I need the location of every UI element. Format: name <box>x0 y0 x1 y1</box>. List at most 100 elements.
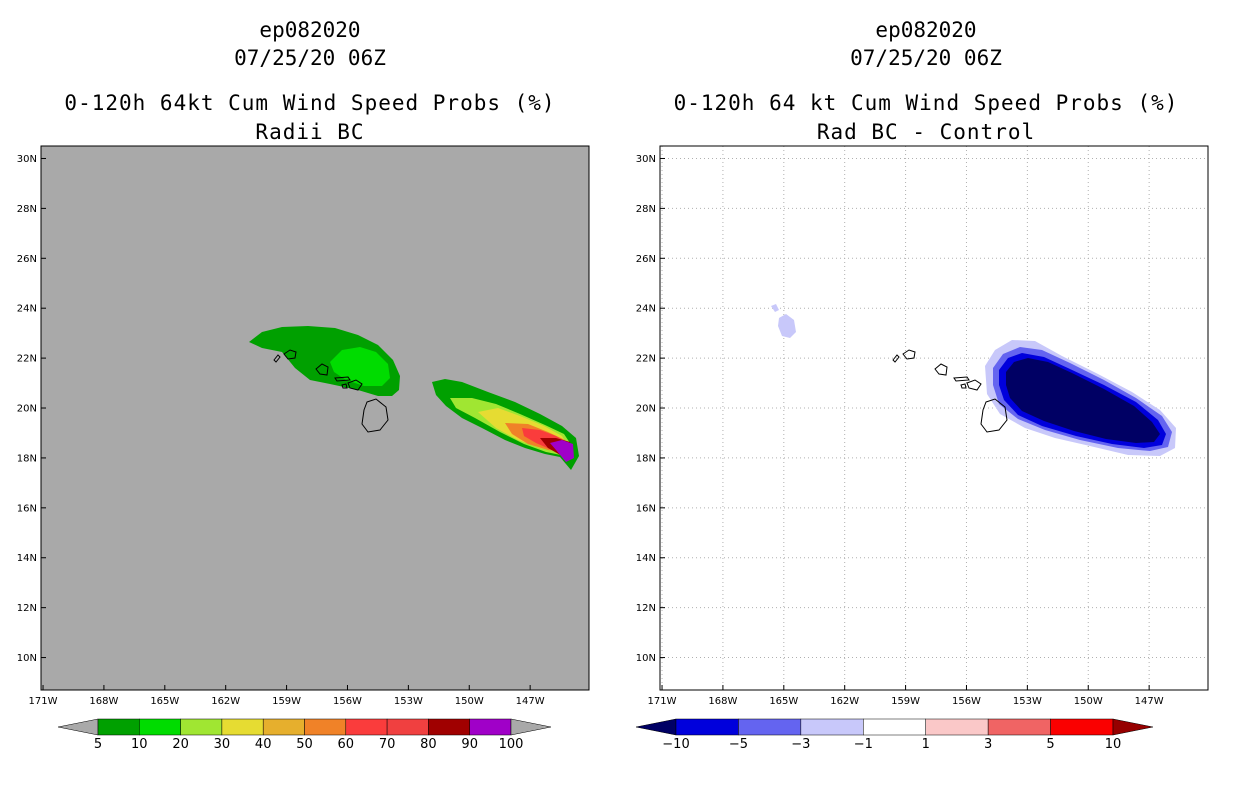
right-island-oahu <box>934 363 948 376</box>
left-island-oahu <box>315 363 329 376</box>
x-tick-label: 150W <box>1074 696 1103 707</box>
right-contour-small-patch <box>778 314 796 338</box>
right-colorbar-below-arrow <box>635 718 677 736</box>
right-colorbar-swatch <box>1050 718 1114 736</box>
y-tick-label: 26N <box>17 254 37 265</box>
left-colorbar-label: 70 <box>379 737 396 752</box>
left-chart-subtitle: Radii BC <box>255 120 365 144</box>
right-island-hawaii <box>980 398 1008 433</box>
left-probability-contours <box>249 326 579 470</box>
left-island-molokai <box>334 376 351 382</box>
right-colorbar-label: −5 <box>729 737 748 752</box>
left-contour-10-20-west <box>330 347 390 386</box>
right-plot-frame <box>659 145 1209 691</box>
right-axes: 171W 168W 165W 162W 159W 156W 153W 150W 147W 30N 2… <box>636 154 1164 707</box>
y-tick-label: 12N <box>636 603 656 614</box>
left-colorbar-swatch <box>304 718 347 736</box>
left-island-niihau <box>273 354 281 363</box>
left-chart-title: 0-120h 64kt Cum Wind Speed Probs (%) <box>64 91 556 115</box>
right-colorbar-swatch <box>925 718 989 736</box>
left-colorbar-label: 80 <box>420 737 437 752</box>
left-colorbar-label: 40 <box>255 737 272 752</box>
x-tick-label: 168W <box>89 696 118 707</box>
y-tick-label: 10N <box>636 653 656 664</box>
left-plot-frame <box>40 145 590 691</box>
y-tick-label: 12N <box>17 603 37 614</box>
right-plot: 171W 168W 165W 162W 159W 156W 153W 150W 147W 30N 2… <box>636 145 1209 707</box>
right-storm-id: ep082020 <box>875 18 977 42</box>
y-tick-label: 14N <box>636 553 656 564</box>
right-colorbar-swatch <box>675 718 739 736</box>
left-storm-id: ep082020 <box>259 18 361 42</box>
left-hawaiian-islands <box>273 349 389 433</box>
y-tick-label: 28N <box>636 204 656 215</box>
right-colorbar-above-arrow <box>1112 718 1154 736</box>
x-tick-label: 153W <box>394 696 423 707</box>
right-colorbar-swatch <box>800 718 864 736</box>
right-colorbar-label: −3 <box>791 737 810 752</box>
left-colorbar-label: 30 <box>214 737 231 752</box>
x-tick-label: 156W <box>333 696 362 707</box>
left-plot: 171W 168W 165W 162W 159W 156W 153W 150W 147W 30N 2… <box>17 145 590 707</box>
left-island-lanai <box>341 383 348 389</box>
y-tick-label: 22N <box>636 354 656 365</box>
left-colorbar-above-arrow <box>510 718 552 736</box>
left-colorbar-label: 10 <box>131 737 148 752</box>
left-colorbar-swatch <box>221 718 264 736</box>
x-tick-label: 150W <box>455 696 484 707</box>
y-tick-label: 22N <box>17 354 37 365</box>
right-colorbar-swatch <box>738 718 802 736</box>
right-contour-below-minus10 <box>1006 358 1160 443</box>
left-colorbar-label: 100 <box>499 737 524 752</box>
right-hawaiian-islands <box>892 349 1008 433</box>
left-colorbar-swatch <box>428 718 470 736</box>
right-contour-small-patch-tip <box>771 304 779 312</box>
left-colorbar-swatch <box>97 718 140 736</box>
right-colorbar-label: −10 <box>662 737 689 752</box>
y-tick-label: 20N <box>17 404 37 415</box>
left-colorbar-swatch <box>139 718 181 736</box>
y-tick-label: 18N <box>636 453 656 464</box>
y-tick-label: 24N <box>636 304 656 315</box>
right-colorbar-label: 10 <box>1105 737 1122 752</box>
x-tick-label: 171W <box>648 696 677 707</box>
right-colorbar-swatch <box>987 718 1051 736</box>
right-colorbar: −10 −5 −3 −1 1 3 5 10 <box>635 718 1154 752</box>
y-tick-label: 10N <box>17 653 37 664</box>
right-island-kauai <box>902 349 916 360</box>
left-colorbar-swatch <box>180 718 223 736</box>
y-tick-label: 30N <box>636 154 656 165</box>
left-colorbar-swatch <box>345 718 388 736</box>
right-island-lanai <box>960 383 967 389</box>
left-colorbar-label: 60 <box>338 737 355 752</box>
left-colorbar-below-arrow <box>57 718 99 736</box>
left-colorbar-label: 20 <box>172 737 189 752</box>
y-tick-label: 30N <box>17 154 37 165</box>
x-tick-label: 165W <box>150 696 179 707</box>
x-tick-label: 159W <box>891 696 920 707</box>
right-island-niihau <box>892 354 900 363</box>
right-chart-subtitle: Rad BC - Control <box>816 120 1036 144</box>
right-chart-title: 0-120h 64 kt Cum Wind Speed Probs (%) <box>673 91 1179 115</box>
left-island-maui <box>347 379 363 391</box>
right-difference-contours <box>771 304 1176 456</box>
y-tick-label: 24N <box>17 304 37 315</box>
y-tick-label: 28N <box>17 204 37 215</box>
y-tick-label: 18N <box>17 453 37 464</box>
x-tick-label: 147W <box>516 696 545 707</box>
left-island-hawaii <box>361 398 389 433</box>
left-colorbar-swatch <box>262 718 305 736</box>
y-tick-label: 14N <box>17 553 37 564</box>
left-datetime: 07/25/20 06Z <box>234 46 386 70</box>
x-tick-label: 162W <box>211 696 240 707</box>
right-colorbar-label: 3 <box>984 737 992 752</box>
right-island-molokai <box>953 376 970 382</box>
x-tick-label: 171W <box>29 696 58 707</box>
left-contour-90-100-east <box>550 440 574 462</box>
left-colorbar-label: 5 <box>94 737 102 752</box>
y-tick-label: 20N <box>636 404 656 415</box>
right-colorbar-label: 1 <box>922 737 930 752</box>
x-tick-label: 159W <box>272 696 301 707</box>
x-tick-label: 153W <box>1013 696 1042 707</box>
